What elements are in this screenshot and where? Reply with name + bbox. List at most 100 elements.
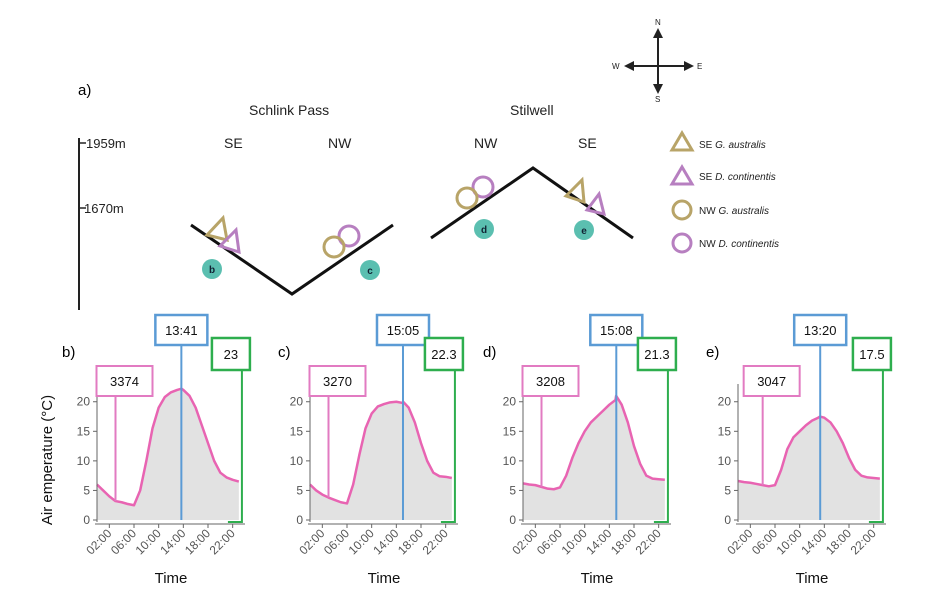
peak-time-box [792,313,848,347]
y-tick-label: 5 [509,483,516,497]
legend-item: NW G. australis [671,199,769,221]
x-tick-label: 22:00 [633,526,664,557]
max-temp-value: 21.3 [644,347,669,362]
y-tick-label: 10 [290,454,304,468]
panel-a-schematic: a) Schlink Pass Stilwell SE NW NW SE 195… [78,18,779,310]
y-tick-label: 5 [296,483,303,497]
x-tick-label: 18:00 [182,526,213,557]
svg-text:d: d [481,225,487,236]
temperature-charts: 0510152002:0006:0010:0014:0018:0022:00Ti… [39,313,893,587]
compass-rose: N E S W [612,18,702,104]
x-tick-label: 18:00 [395,526,426,557]
x-tick-label: 22:00 [207,526,238,557]
peak-time-value: 13:41 [165,323,198,338]
schlink-nw-g-australis-marker [322,235,346,259]
compass-w: W [612,62,620,71]
x-tick-label: 06:00 [534,526,565,557]
temperature-area [738,416,880,520]
compass-s: S [655,95,660,104]
legend-item: NW D. continentis [671,232,779,254]
x-tick-label: 02:00 [724,526,755,557]
temperature-line [309,400,453,505]
y-tick-label: 0 [83,513,90,527]
degree-hours-box [95,365,154,397]
max-temp-bracket [653,368,669,523]
svg-text:b: b [209,265,215,276]
svg-text:SE D. continentis: SE D. continentis [699,172,776,183]
y-tick-label: 0 [724,513,731,527]
compass-n: N [655,18,661,27]
max-temp-box [210,336,252,372]
temperature-area [523,395,665,520]
svg-text:c: c [367,266,373,277]
temperature-area [97,388,239,520]
schlink-aspect-se: SE [224,135,243,151]
y-tick-label: 15 [290,424,304,438]
y-tick-label: 0 [296,513,303,527]
y-tick-label: 20 [77,395,91,409]
temperature-area [310,401,452,520]
max-temp-box [851,336,893,372]
x-tick-label: 14:00 [583,526,614,557]
site-title-schlink-pass: Schlink Pass [249,102,329,118]
y-tick-label: 10 [503,454,517,468]
peak-time-box [589,313,644,347]
svg-text:SE G. australis: SE G. australis [699,140,766,151]
x-axis-title: Time [155,570,188,587]
y-axis-title: Air emperature (°C) [39,395,56,525]
stilwell-aspect-se: SE [578,135,597,151]
elevation-1670: 1670m [84,201,124,216]
y-tick-label: 20 [718,395,732,409]
y-tick-label: 5 [83,483,90,497]
x-tick-label: 22:00 [420,526,451,557]
x-tick-label: 14:00 [798,526,829,557]
legend-item: SE D. continentis [669,164,776,186]
x-tick-label: 02:00 [509,526,540,557]
schlink-se-g-australis-marker [204,214,229,243]
panel-a-label: a) [78,82,91,99]
y-tick-label: 15 [718,424,732,438]
svg-text:NW D. continentis: NW D. continentis [699,239,779,250]
badge-c: c [360,260,380,280]
y-tick-label: 20 [503,395,517,409]
temperature-line [96,387,240,507]
x-tick-label: 10:00 [133,526,164,557]
max-temp-box [636,336,678,372]
x-tick-label: 02:00 [296,526,327,557]
max-temp-bracket [868,368,884,523]
schlink-nw-d-continentis-marker [337,224,361,248]
svg-text:NW G. australis: NW G. australis [699,206,769,217]
elevation-scale: 1959m 1670m [78,136,126,310]
max-temp-value: 22.3 [431,347,456,362]
schlink-pass-profile [190,223,394,296]
species-legend: SE G. australis SE D. continentis NW G. … [669,130,779,254]
legend-item: SE G. australis [669,130,766,152]
svg-text:e: e [581,226,587,237]
degree-hours-value: 3374 [110,374,139,389]
y-tick-label: 0 [509,513,516,527]
max-temp-bracket [227,368,243,523]
badge-d: d [474,219,494,239]
y-tick-label: 20 [290,395,304,409]
x-axis-title: Time [796,570,829,587]
degree-hours-box [521,365,580,397]
x-tick-label: 22:00 [848,526,879,557]
degree-hours-value: 3270 [323,374,352,389]
compass-e: E [697,62,702,71]
y-tick-label: 10 [718,454,732,468]
x-tick-label: 02:00 [83,526,114,557]
panel-letter: d) [483,344,496,361]
y-tick-label: 5 [724,483,731,497]
y-tick-label: 15 [77,424,91,438]
schlink-se-d-continentis-marker [217,226,241,255]
panel-letter: e) [706,344,719,361]
badge-b: b [202,259,222,279]
max-temp-bracket [440,368,456,523]
max-temp-value: 17.5 [859,347,884,362]
stilwell-se-d-continentis-marker [584,190,607,217]
